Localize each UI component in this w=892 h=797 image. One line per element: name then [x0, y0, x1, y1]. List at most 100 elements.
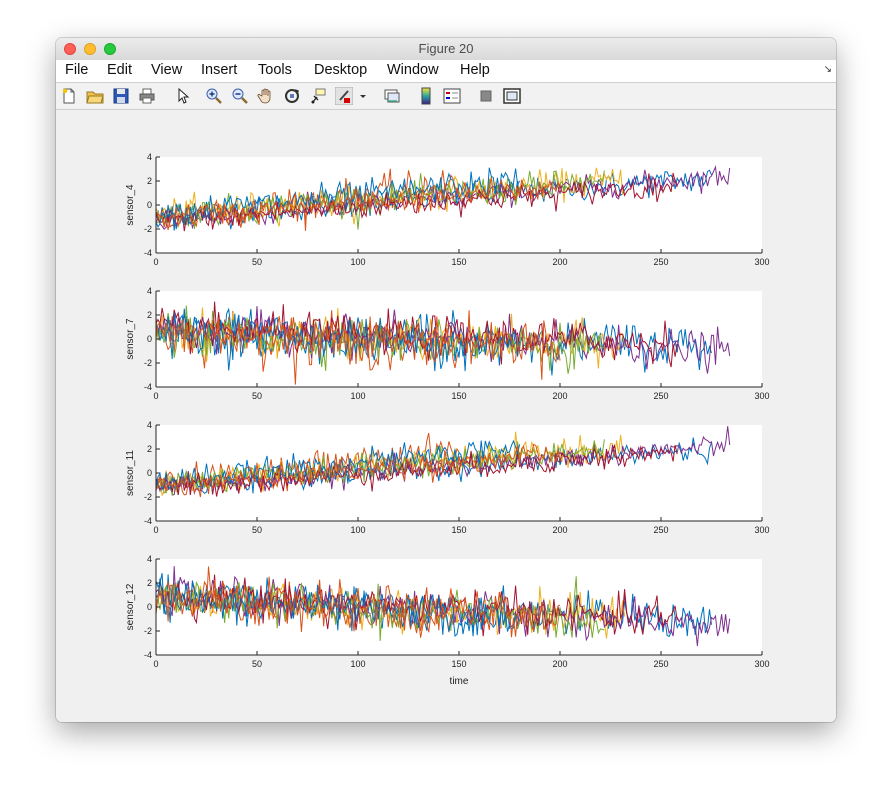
x-tick-label: 150: [451, 659, 466, 669]
x-tick-label: 300: [754, 391, 769, 401]
y-axis-label-sensor_12: sensor_12: [125, 583, 136, 630]
y-tick-label: -4: [144, 248, 152, 258]
x-tick-label: 0: [153, 391, 158, 401]
x-tick-label: 250: [653, 257, 668, 267]
y-tick-label: 2: [147, 310, 152, 320]
x-tick-label: 200: [552, 659, 567, 669]
close-window-button[interactable]: [64, 43, 76, 55]
insert-legend-icon[interactable]: [443, 87, 461, 105]
y-tick-label: 0: [147, 468, 152, 478]
link-plot-icon[interactable]: [383, 87, 401, 105]
x-tick-label: 250: [653, 391, 668, 401]
x-tick-label: 50: [252, 257, 262, 267]
x-tick-label: 150: [451, 257, 466, 267]
pan-icon[interactable]: [257, 87, 275, 105]
menu-file[interactable]: File: [65, 62, 89, 78]
menu-view[interactable]: View: [151, 62, 183, 78]
figure-toolbar: [56, 83, 836, 110]
y-tick-label: 2: [147, 578, 152, 588]
menu-edit[interactable]: Edit: [107, 62, 132, 78]
series-line-sensor_4-7: [155, 177, 561, 231]
show-plot-tools-icon[interactable]: [503, 87, 521, 105]
y-tick-label: 0: [147, 200, 152, 210]
data-cursor-icon[interactable]: [309, 87, 327, 105]
series-line-sensor_11-7: [155, 443, 561, 498]
hide-plot-tools-icon[interactable]: [477, 87, 495, 105]
y-tick-label: -2: [144, 358, 152, 368]
title-bar[interactable]: Figure 20: [56, 38, 836, 61]
plot-area: -4 -2 0 2 4 0 50 100 150 200 250 300 sensor_4 -4 -2 0 2 4…: [56, 110, 836, 722]
x-tick-label: 200: [552, 525, 567, 535]
y-tick-label: -2: [144, 224, 152, 234]
open-file-icon[interactable]: [86, 87, 104, 105]
series-line-sensor_7-7: [155, 310, 561, 380]
series-line-sensor_7-5: [155, 301, 678, 368]
x-tick-label: 0: [153, 659, 158, 669]
series-line-sensor_11-5: [155, 443, 678, 497]
x-tick-label: 100: [350, 659, 365, 669]
series-line-sensor_11-6: [155, 439, 521, 494]
menu-bar: File Edit View Insert Tools Desktop Wind…: [56, 60, 836, 83]
menu-desktop[interactable]: Desktop: [314, 62, 368, 78]
x-tick-label: 100: [350, 391, 365, 401]
zoom-out-icon[interactable]: [231, 87, 249, 105]
x-tick-label: 50: [252, 525, 262, 535]
x-tick-label: 250: [653, 525, 668, 535]
y-tick-label: 0: [147, 334, 152, 344]
x-tick-label: 150: [451, 391, 466, 401]
y-tick-label: -4: [144, 650, 152, 660]
y-tick-label: 0: [147, 602, 152, 612]
series-line-sensor_12-7: [155, 576, 561, 638]
x-tick-label: 0: [153, 525, 158, 535]
series-line-sensor_12-3: [155, 566, 731, 647]
menu-window[interactable]: Window: [387, 62, 439, 78]
x-tick-label: 200: [552, 391, 567, 401]
y-tick-label: 4: [147, 286, 152, 296]
x-tick-label: 200: [552, 257, 567, 267]
menu-insert[interactable]: Insert: [201, 62, 238, 78]
figure-window: Figure 20 File Edit View Insert Tools De…: [56, 38, 836, 722]
x-tick-label: 150: [451, 525, 466, 535]
x-tick-label: 300: [754, 659, 769, 669]
print-icon[interactable]: [138, 87, 156, 105]
y-tick-label: 4: [147, 152, 152, 162]
x-axis-label: time: [450, 676, 469, 687]
y-tick-label: -2: [144, 492, 152, 502]
series-line-sensor_4-6: [155, 167, 521, 231]
x-tick-label: 50: [252, 391, 262, 401]
series-line-sensor_4-0: [155, 169, 712, 230]
y-tick-label: 4: [147, 554, 152, 564]
menu-tools[interactable]: Tools: [258, 62, 292, 78]
y-axis-label-sensor_11: sensor_11: [125, 450, 136, 496]
y-tick-label: 2: [147, 176, 152, 186]
brush-icon[interactable]: [335, 87, 353, 105]
minimize-window-button[interactable]: [84, 43, 96, 55]
y-tick-label: 2: [147, 444, 152, 454]
y-tick-label: -2: [144, 626, 152, 636]
save-icon[interactable]: [112, 87, 130, 105]
pointer-icon[interactable]: [173, 87, 191, 105]
series-line-sensor_12-6: [155, 578, 521, 637]
x-tick-label: 300: [754, 257, 769, 267]
y-tick-label: -4: [144, 516, 152, 526]
x-tick-label: 250: [653, 659, 668, 669]
x-tick-label: 100: [350, 525, 365, 535]
insert-colorbar-icon[interactable]: [417, 87, 435, 105]
y-tick-label: -4: [144, 382, 152, 392]
dock-arrow-icon[interactable]: ↘: [823, 64, 832, 75]
window-title: Figure 20: [418, 41, 474, 56]
y-axis-label-sensor_7: sensor_7: [125, 318, 136, 360]
y-axis-label-sensor_4: sensor_4: [125, 184, 136, 226]
y-tick-label: 4: [147, 420, 152, 430]
brush-dropdown-icon[interactable]: [358, 87, 368, 105]
series-line-sensor_7-6: [155, 308, 521, 372]
menu-help[interactable]: Help: [460, 62, 490, 78]
x-tick-label: 100: [350, 257, 365, 267]
maximize-window-button[interactable]: [104, 43, 116, 55]
x-tick-label: 300: [754, 525, 769, 535]
rotate-3d-icon[interactable]: [283, 87, 301, 105]
zoom-in-icon[interactable]: [205, 87, 223, 105]
x-tick-label: 50: [252, 659, 262, 669]
new-figure-icon[interactable]: [60, 87, 78, 105]
